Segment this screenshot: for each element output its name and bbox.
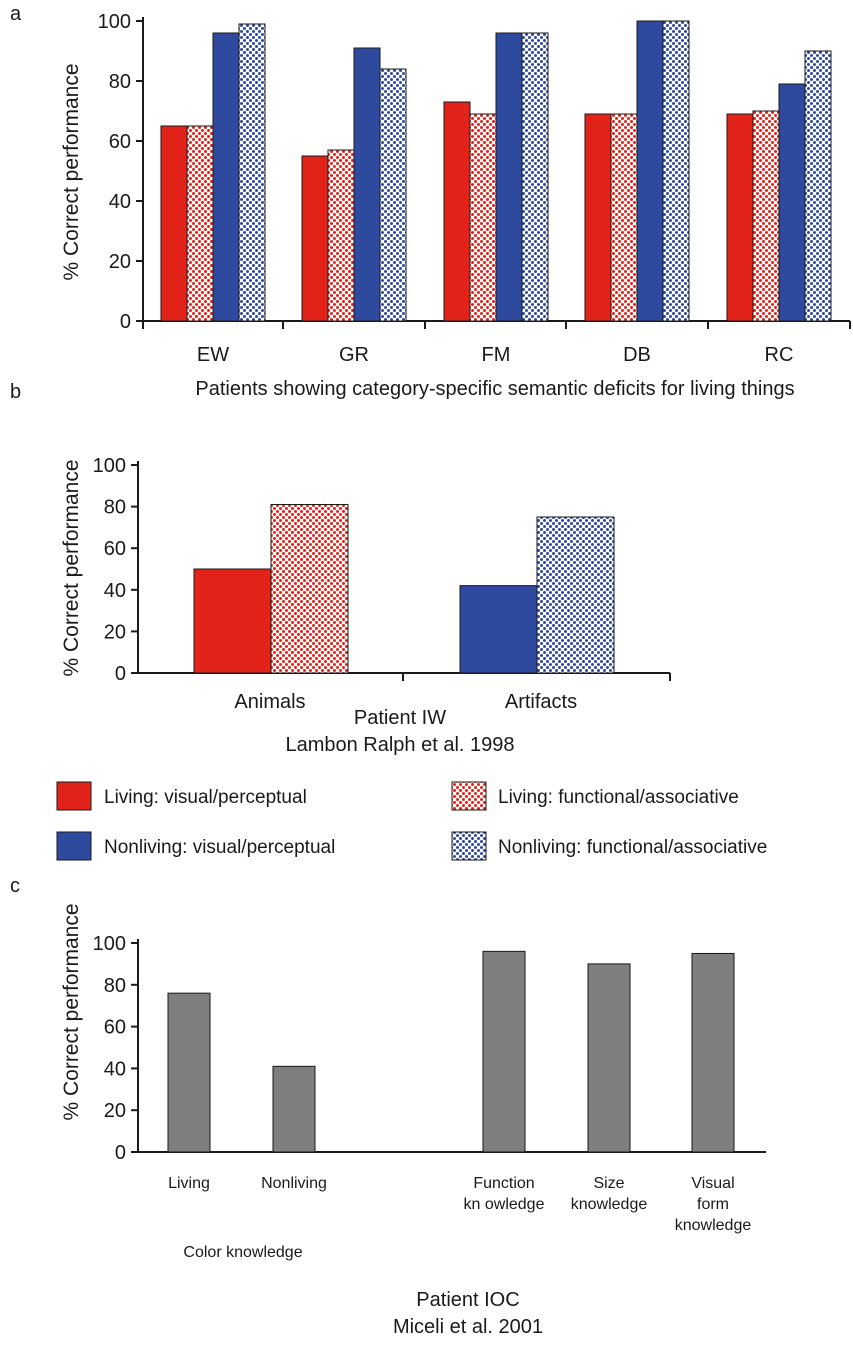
panel-a-bar <box>327 149 355 322</box>
panel-c-x-tick-label: kn owledge <box>464 1196 545 1213</box>
legend-swatch-nonliving-visual <box>56 831 92 861</box>
panel-c-title-line2: Miceli et al. 2001 <box>393 1316 543 1338</box>
panel-c-x-tick-label: Visual <box>691 1175 734 1192</box>
panel-b-bar <box>193 568 272 674</box>
panel-c-x-tick-label: Function <box>473 1175 534 1192</box>
panel-c-bar <box>272 1065 316 1153</box>
panel-a-bar <box>160 125 188 322</box>
panel-b-bar <box>270 504 349 674</box>
panel-b-bar <box>536 516 615 674</box>
legend-swatch-living-visual <box>56 781 92 811</box>
panel-c-x-tick-label: Size <box>593 1175 624 1192</box>
panel-a-bar <box>610 113 638 322</box>
panel-c-ylabel: % Correct performance <box>60 903 83 1120</box>
panel-c-y-tick-label: 80 <box>104 975 126 997</box>
panel-a-x-tick-label: FM <box>482 344 511 366</box>
panel-a-bar <box>301 155 329 322</box>
panel-b-y-tick-label: 20 <box>104 621 126 643</box>
panel-letter-b: b <box>10 381 21 403</box>
legend-swatch-living-functional <box>451 781 487 811</box>
panel-b-plot: 0 20 40 60 80 100 Animals Artifacts <box>93 455 671 713</box>
panel-a-bar <box>662 20 690 322</box>
panel-a-bar <box>726 113 754 322</box>
panel-c-x-tick-label: Nonliving <box>261 1175 327 1192</box>
panel-letter-c: c <box>10 875 20 897</box>
panel-c-x-tick-label: knowledge <box>571 1196 648 1213</box>
panel-a-y-tick-label: 40 <box>109 191 131 213</box>
panel-c-group-label: Color knowledge <box>183 1244 302 1261</box>
panel-a-xlabel: Patients showing category-specific seman… <box>195 378 794 400</box>
panel-a-bar <box>521 32 549 322</box>
legend-label-living-functional: Living: functional/associative <box>498 787 739 808</box>
panel-a-y-tick-label: 80 <box>109 71 131 93</box>
legend-label-nonliving-visual: Nonliving: visual/perceptual <box>104 837 335 858</box>
panel-a-bar <box>804 50 832 322</box>
panel-a-bar <box>778 83 806 322</box>
legend-label-living-visual: Living: visual/perceptual <box>104 787 307 808</box>
panel-c-y-tick-label: 60 <box>104 1017 126 1039</box>
panel-a-x-tick-label: RC <box>765 344 794 366</box>
panel-a-bar <box>379 68 407 322</box>
panel-c-x-tick-label: Living <box>168 1175 210 1192</box>
panel-a-plot: 0 20 40 60 80 100 EW GR FM DB RC <box>98 11 851 366</box>
panel-a-bar <box>636 20 664 322</box>
panel-a-x-tick-label: EW <box>197 344 229 366</box>
panel-b-title-line1: Patient IW <box>354 707 446 729</box>
legend-swatch-nonliving-functional <box>451 831 487 861</box>
panel-c-bar <box>482 950 526 1153</box>
panel-a-bar <box>752 110 780 322</box>
panel-a-bar <box>584 113 612 322</box>
panel-a-ylabel: % Correct performance <box>60 63 83 280</box>
panel-a-bar <box>238 23 266 322</box>
panel-c-y-tick-label: 100 <box>93 933 126 955</box>
panel-c-bar <box>691 952 735 1153</box>
panel-b-y-tick-label: 40 <box>104 580 126 602</box>
panel-a-bar <box>212 32 240 322</box>
panel-c-bar <box>167 992 211 1153</box>
panel-a-bar <box>186 125 214 322</box>
panel-b-y-tick-label: 0 <box>115 663 126 685</box>
legend-label-nonliving-functional: Nonliving: functional/associative <box>498 837 767 858</box>
panel-b-ylabel: % Correct performance <box>60 459 83 676</box>
panel-c-plot: 0 20 40 60 80 100 Living Nonliving Function kn ow… <box>93 933 766 1234</box>
panel-a-x-tick-label: GR <box>339 344 369 366</box>
panel-a-bar <box>353 47 381 322</box>
panel-c-x-tick-label: knowledge <box>675 1217 752 1234</box>
legend: Living: visual/perceptual Living: functi… <box>56 781 767 861</box>
panel-b-x-tick-label: Animals <box>234 691 305 713</box>
panel-b-bar <box>459 585 538 674</box>
panel-a-bar <box>495 32 523 322</box>
panel-a-y-tick-label: 60 <box>109 131 131 153</box>
panel-a-y-tick-label: 0 <box>120 311 131 333</box>
panel-c-x-tick-label: form <box>697 1196 729 1213</box>
panel-b-y-tick-label: 100 <box>93 455 126 477</box>
panel-b-y-tick-label: 60 <box>104 538 126 560</box>
panel-a-y-tick-label: 20 <box>109 251 131 273</box>
panel-b-x-tick-label: Artifacts <box>505 691 577 713</box>
panel-a-bar <box>443 101 471 322</box>
panel-a-x-tick-label: DB <box>623 344 651 366</box>
panel-c-y-tick-label: 0 <box>115 1142 126 1164</box>
panel-c-bar <box>587 963 631 1153</box>
panel-c-y-tick-label: 40 <box>104 1058 126 1080</box>
panel-b-title-line2: Lambon Ralph et al. 1998 <box>285 734 514 756</box>
panel-letter-a: a <box>10 3 22 25</box>
panel-b-y-tick-label: 80 <box>104 497 126 519</box>
panel-a-y-tick-label: 100 <box>98 11 131 33</box>
panel-a-bar <box>469 113 497 322</box>
panel-c-title-line1: Patient IOC <box>416 1289 519 1311</box>
panel-c-y-tick-label: 20 <box>104 1100 126 1122</box>
